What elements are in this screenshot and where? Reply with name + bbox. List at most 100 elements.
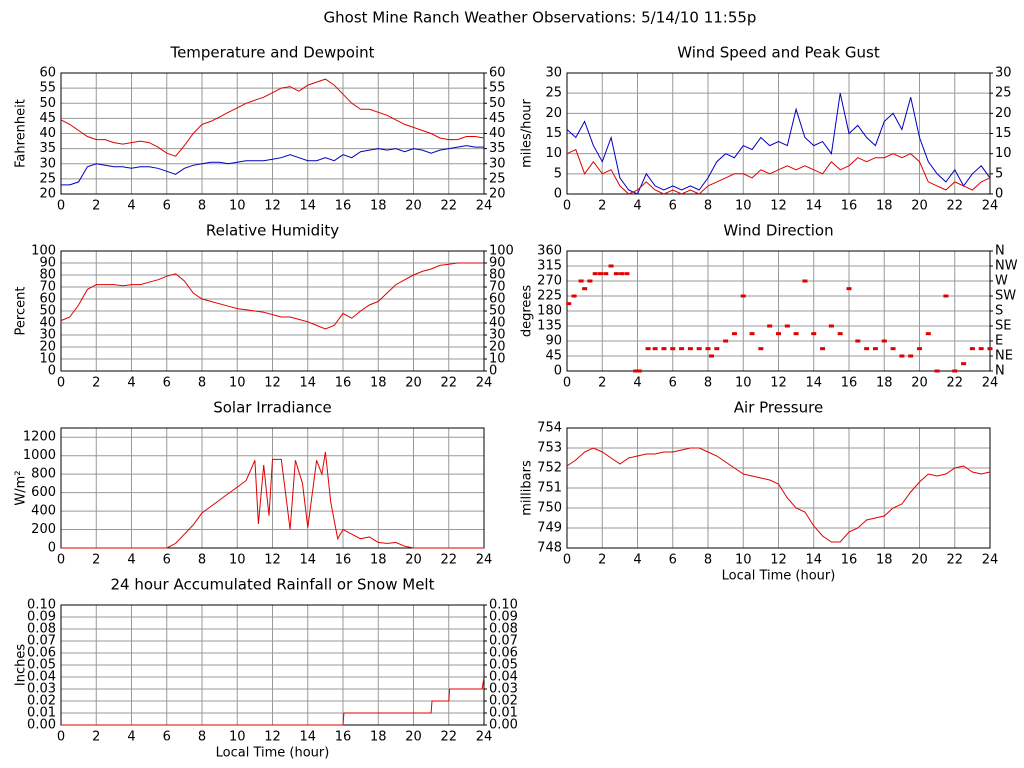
- data-line: [61, 145, 484, 186]
- x-tick-label: 18: [876, 199, 893, 214]
- x-tick-label: 16: [335, 730, 352, 745]
- y-tick-label: 90: [545, 334, 562, 349]
- y-tick-label: 400: [31, 504, 56, 519]
- data-point: [731, 332, 737, 336]
- x-tick-label: 16: [841, 553, 858, 568]
- data-point: [705, 347, 711, 351]
- x-tick-label: 6: [163, 553, 171, 568]
- y-tick-label: 20: [39, 340, 56, 355]
- y2-tick-label: SE: [995, 319, 1011, 334]
- x-tick-label: 12: [770, 199, 787, 214]
- x-tick-label: 24: [476, 553, 493, 568]
- x-tick-label: 14: [805, 376, 822, 391]
- y-tick-label: 5: [554, 166, 562, 181]
- x-tick-label: 0: [563, 199, 571, 214]
- x-tick-label: 10: [735, 553, 752, 568]
- y-tick-label: 800: [31, 467, 56, 482]
- x-tick-label: 4: [127, 553, 135, 568]
- y-tick-label: 50: [39, 96, 56, 111]
- y2-tick-label: 30: [489, 328, 506, 343]
- data-point: [943, 294, 949, 298]
- data-line: [60, 78, 485, 157]
- data-point: [987, 347, 993, 351]
- x-tick-label: 24: [476, 730, 493, 745]
- data-point: [846, 287, 852, 291]
- chart-title: Wind Speed and Peak Gust: [677, 44, 880, 62]
- y2-tick-label: 0.00: [489, 718, 518, 733]
- y2-tick-label: 45: [489, 111, 506, 126]
- x-tick-label: 8: [198, 199, 206, 214]
- y-axis-label: Fahrenheit: [14, 99, 29, 168]
- x-tick-label: 14: [299, 553, 316, 568]
- y2-tick-label: 100: [489, 244, 514, 259]
- data-point: [661, 347, 667, 351]
- y2-tick-label: 0.08: [489, 622, 518, 637]
- y-axis-label: millibars: [520, 460, 535, 516]
- x-axis-label: Local Time (hour): [722, 569, 836, 584]
- x-tick-label: 22: [440, 376, 457, 391]
- y2-tick-label: 0.02: [489, 694, 518, 709]
- y2-tick-label: S: [995, 304, 1003, 319]
- x-tick-label: 22: [440, 199, 457, 214]
- data-point: [624, 272, 630, 276]
- plot-frame: [60, 427, 485, 549]
- y-tick-label: 750: [537, 501, 562, 516]
- data-point: [776, 332, 781, 336]
- chart-title: Wind Direction: [723, 222, 833, 240]
- x-tick-label: 24: [476, 376, 493, 391]
- page-title: Ghost Mine Ranch Weather Observations: 5…: [324, 9, 757, 27]
- y2-tick-label: 20: [489, 187, 506, 202]
- x-tick-label: 14: [805, 199, 822, 214]
- data-line: [566, 148, 991, 195]
- y2-tick-label: 0.07: [489, 634, 518, 649]
- y2-tick-label: 50: [489, 304, 506, 319]
- chart-title: Air Pressure: [734, 399, 823, 417]
- y2-tick-label: 40: [489, 126, 506, 141]
- x-tick-label: 6: [163, 376, 171, 391]
- data-line: [566, 447, 991, 543]
- y2-tick-label: 60: [489, 66, 506, 81]
- y-tick-label: 70: [39, 280, 56, 295]
- y-tick-label: 0.07: [27, 634, 56, 649]
- x-tick-label: 2: [92, 376, 100, 391]
- y-tick-label: 10: [39, 352, 56, 367]
- data-point: [784, 324, 790, 328]
- x-tick-label: 24: [982, 553, 999, 568]
- data-point: [603, 272, 609, 276]
- x-tick-label: 14: [299, 199, 316, 214]
- data-point: [952, 369, 958, 373]
- y-tick-label: 20: [545, 106, 562, 121]
- y2-tick-label: E: [995, 334, 1003, 349]
- y-tick-label: 600: [31, 485, 56, 500]
- y-tick-label: 30: [39, 156, 56, 171]
- plot-frame: [566, 250, 991, 372]
- data-point: [978, 347, 984, 351]
- y-tick-label: 40: [39, 316, 56, 331]
- y-tick-label: 135: [537, 319, 562, 334]
- x-tick-label: 6: [163, 199, 171, 214]
- y2-tick-label: 70: [489, 280, 506, 295]
- x-tick-label: 22: [946, 199, 963, 214]
- x-tick-label: 6: [669, 376, 677, 391]
- y-tick-label: 0.09: [27, 610, 56, 625]
- x-tick-label: 2: [92, 730, 100, 745]
- y2-tick-label: 0.01: [489, 706, 518, 721]
- x-tick-label: 18: [370, 730, 387, 745]
- y-tick-label: 0.08: [27, 622, 56, 637]
- data-point: [636, 369, 642, 373]
- x-tick-label: 6: [163, 730, 171, 745]
- y-tick-label: 0: [48, 364, 56, 379]
- y2-tick-label: NE: [995, 349, 1013, 364]
- data-point: [908, 354, 914, 358]
- x-tick-label: 2: [92, 553, 100, 568]
- y-tick-label: 25: [39, 171, 56, 186]
- x-tick-label: 10: [735, 376, 752, 391]
- y2-tick-label: NW: [995, 259, 1018, 274]
- y2-tick-label: N: [995, 364, 1005, 379]
- x-tick-label: 0: [57, 553, 65, 568]
- y-tick-label: 90: [39, 256, 56, 271]
- x-axis-label: Local Time (hour): [216, 746, 330, 761]
- y-axis-label: W/m²: [14, 470, 29, 505]
- x-tick-label: 16: [841, 199, 858, 214]
- y2-tick-label: 35: [489, 141, 506, 156]
